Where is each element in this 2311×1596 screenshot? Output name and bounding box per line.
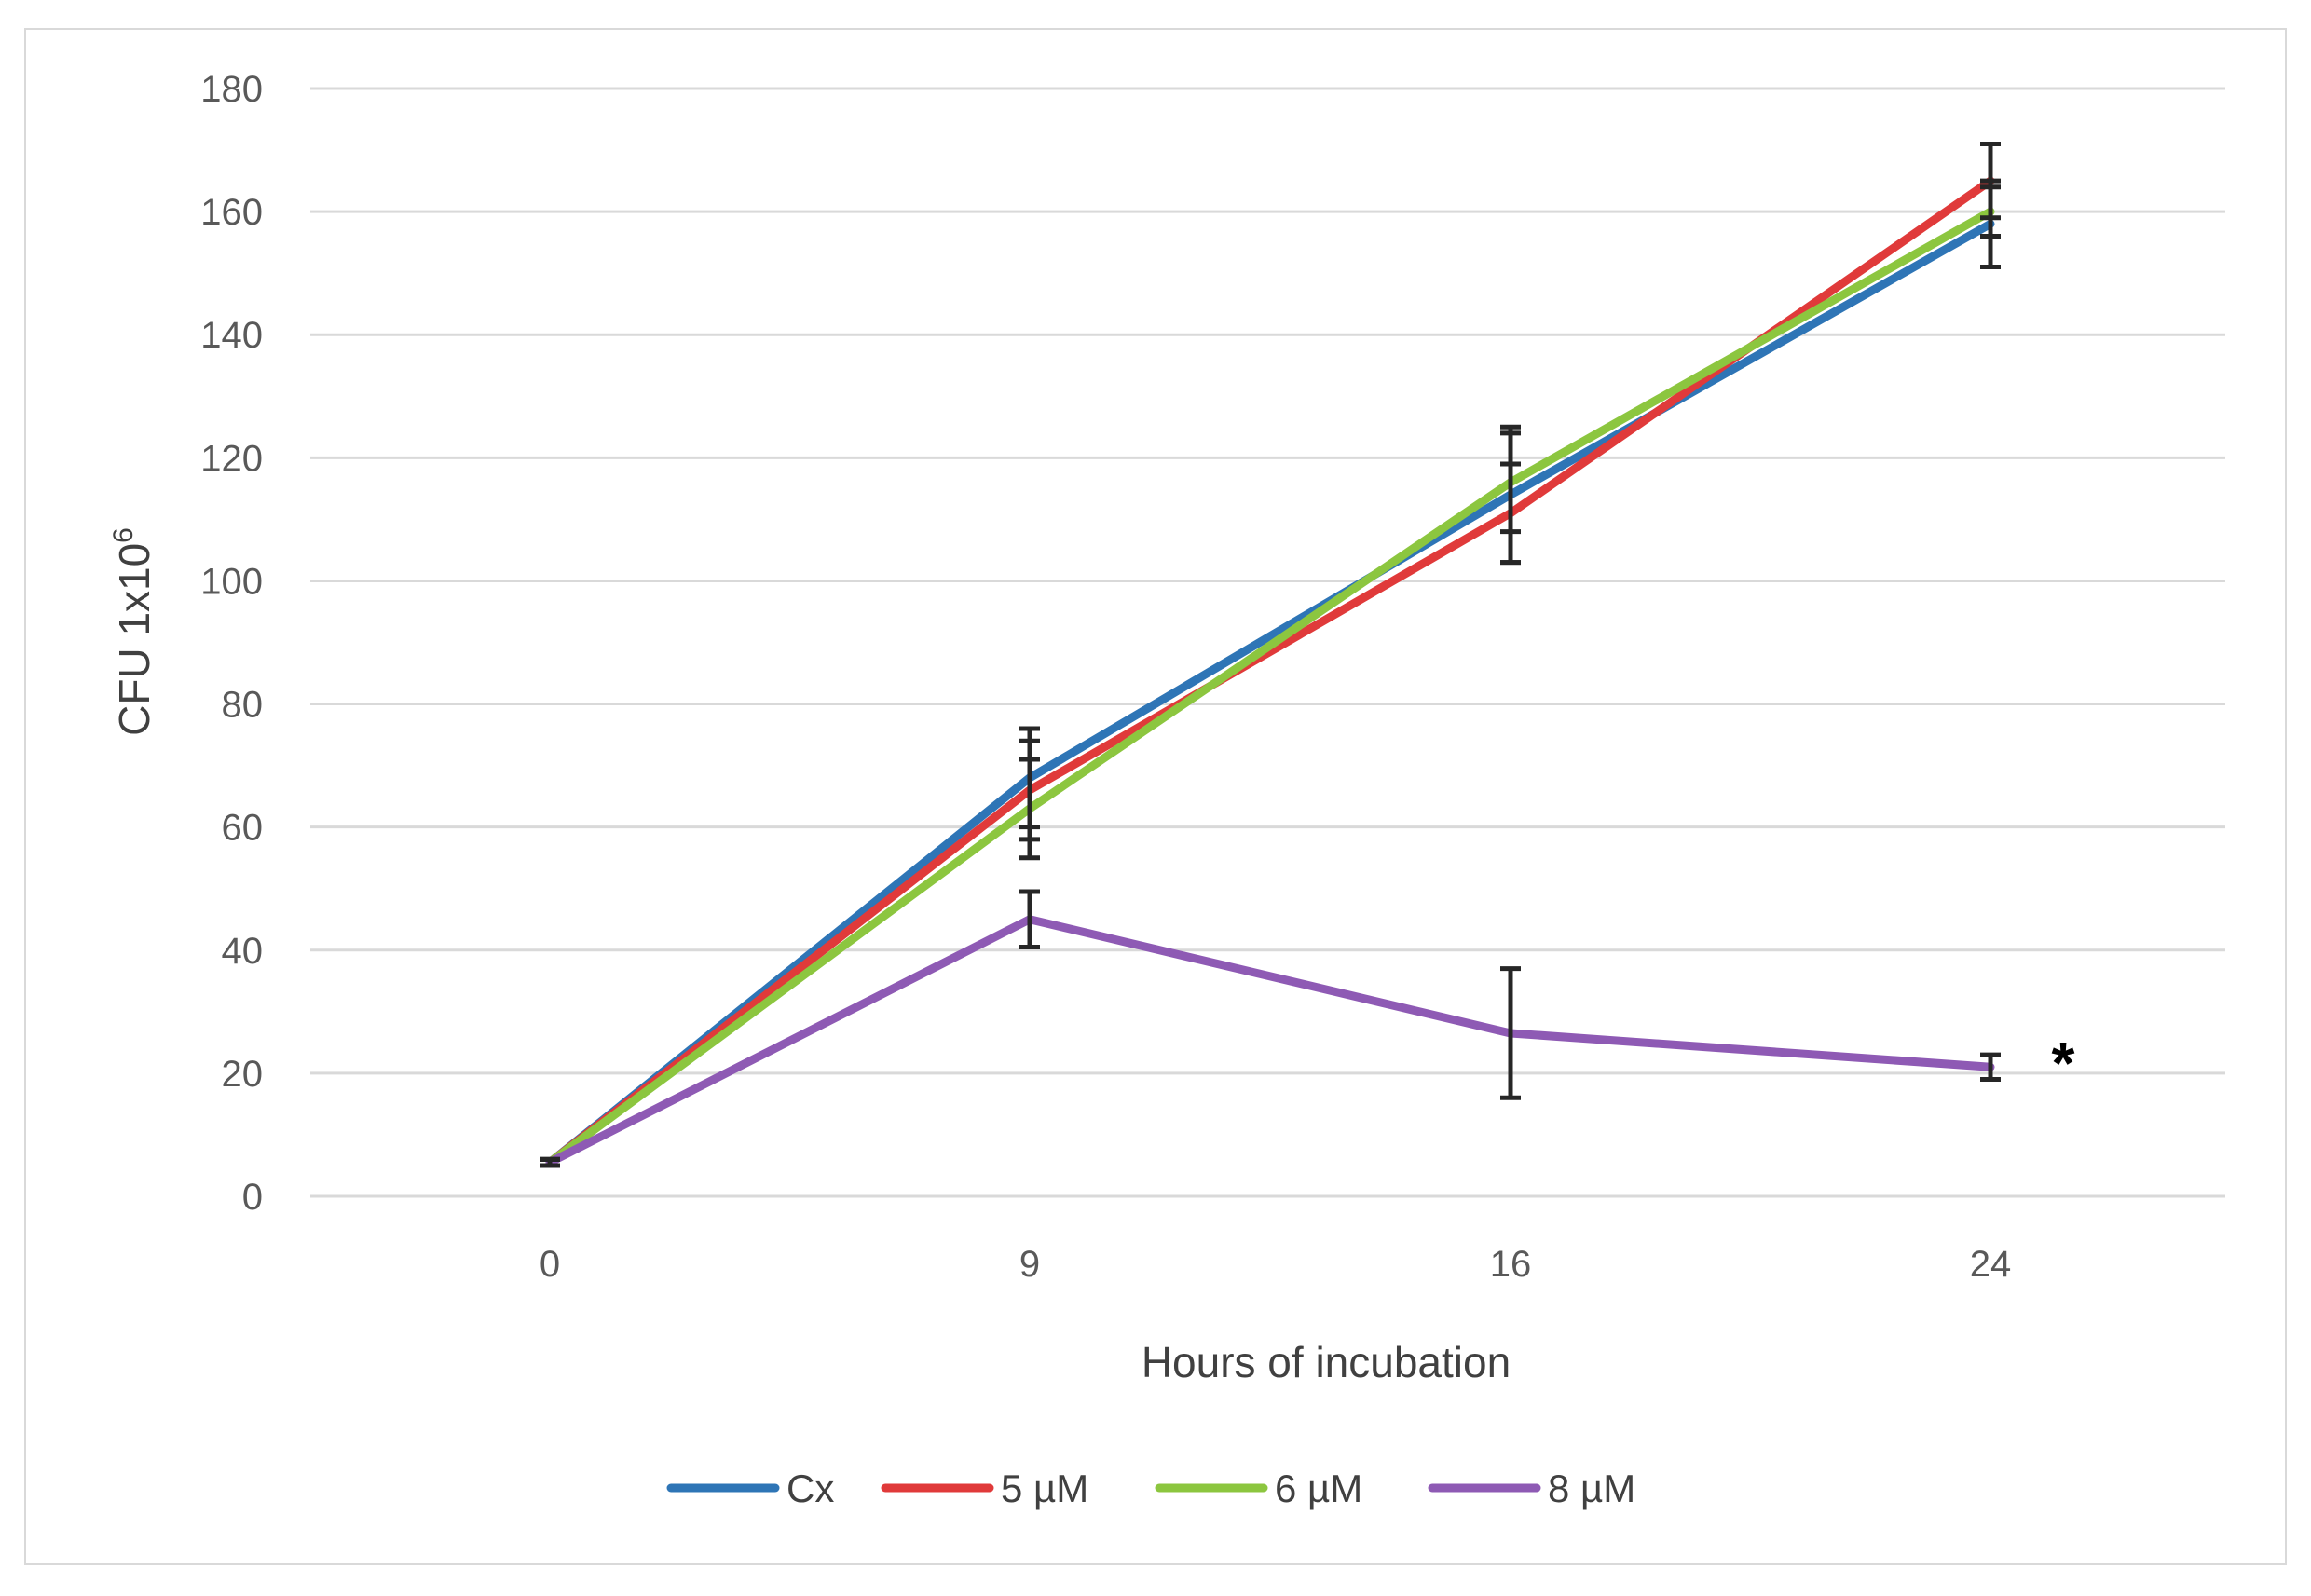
y-tick-label: 140	[200, 315, 263, 356]
legend-entry: 5 µM	[881, 1466, 1088, 1510]
series-line-1	[545, 176, 1995, 1167]
series-line-3	[545, 915, 1995, 1167]
grid-lines	[310, 87, 2225, 1198]
x-tick-label: 16	[1490, 1244, 1532, 1285]
error-bar	[1500, 966, 1521, 1100]
error-bar	[1019, 889, 1040, 949]
legend-entry: 6 µM	[1155, 1466, 1362, 1510]
y-axis-title: CFU 1x106	[108, 527, 158, 736]
y-axis-title-superscript: 6	[108, 527, 139, 543]
y-tick-label: 120	[200, 438, 263, 479]
error-bar	[1500, 430, 1521, 535]
error-bar	[1019, 757, 1040, 861]
y-tick-label: 40	[222, 931, 264, 972]
significance-asterisk: *	[2052, 1030, 2075, 1097]
y-tick-label: 0	[242, 1177, 263, 1218]
legend-entry: Cx	[666, 1466, 834, 1510]
chart-frame	[24, 28, 2287, 1565]
y-tick-label: 60	[222, 808, 264, 849]
series-line-2	[545, 207, 1995, 1167]
error-bar	[540, 1156, 560, 1168]
y-tick-label: 80	[222, 685, 264, 726]
y-tick-label: 20	[222, 1054, 264, 1095]
legend-label: 6 µM	[1275, 1466, 1362, 1510]
y-tick-label: 180	[200, 69, 263, 110]
legend-label: 5 µM	[1001, 1466, 1088, 1510]
x-tick-label: 9	[1019, 1244, 1040, 1285]
series-line-0	[545, 219, 1995, 1167]
series-lines	[545, 176, 1995, 1167]
error-bar	[1980, 184, 2001, 239]
x-axis-ticks: 0 9 16 24	[540, 1244, 2011, 1285]
legend-entry: 8 µM	[1428, 1466, 1635, 1510]
x-tick-label: 24	[1970, 1244, 2012, 1285]
legend-label: 8 µM	[1548, 1466, 1635, 1510]
legend-label: Cx	[786, 1466, 834, 1510]
y-axis-title-text: CFU 1x10	[110, 543, 158, 736]
y-axis-ticks: 0 20 40 60 80 100 120 140 160 180	[200, 69, 263, 1218]
error-bars	[540, 141, 2001, 1168]
legend: Cx 5 µM 6 µM 8 µM	[666, 1466, 1635, 1510]
x-tick-label: 0	[540, 1244, 560, 1285]
y-tick-label: 160	[200, 192, 263, 233]
error-bar	[1980, 1052, 2001, 1082]
y-tick-label: 100	[200, 561, 263, 602]
x-axis-title: Hours of incubation	[1142, 1338, 1511, 1386]
